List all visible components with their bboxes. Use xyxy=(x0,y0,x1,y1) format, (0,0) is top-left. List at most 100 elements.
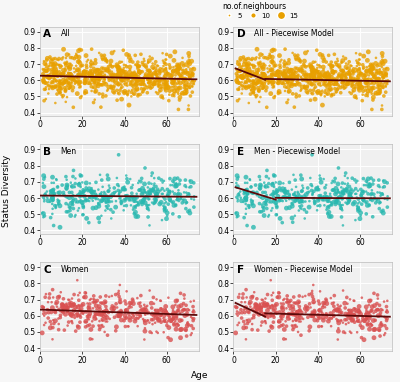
Point xyxy=(140,78,146,84)
Point xyxy=(83,318,89,324)
Point xyxy=(168,76,175,82)
Point xyxy=(151,79,158,85)
Point xyxy=(329,77,335,83)
Point xyxy=(131,81,138,87)
Point xyxy=(274,69,280,75)
Point xyxy=(137,81,144,87)
Point xyxy=(190,71,196,77)
Point xyxy=(68,299,74,306)
Point xyxy=(99,300,105,306)
Point xyxy=(303,209,310,215)
Point xyxy=(115,90,121,96)
Point xyxy=(170,77,177,83)
Point xyxy=(260,300,266,306)
Point xyxy=(145,75,152,81)
Point xyxy=(180,69,187,75)
Point xyxy=(280,180,286,186)
Point xyxy=(281,63,288,70)
Point xyxy=(293,55,299,61)
Point xyxy=(71,69,78,75)
Point xyxy=(269,205,276,211)
Point xyxy=(285,297,291,303)
Point xyxy=(307,97,314,103)
Point xyxy=(290,311,296,317)
Point xyxy=(376,302,383,308)
Point xyxy=(40,210,46,217)
Point xyxy=(282,81,288,87)
Point xyxy=(40,71,46,77)
Point xyxy=(122,307,129,313)
Point xyxy=(274,190,280,196)
Point xyxy=(136,187,142,193)
Point xyxy=(97,324,104,330)
Point xyxy=(323,82,329,88)
Point xyxy=(41,196,48,202)
Point xyxy=(340,189,346,196)
Point xyxy=(320,176,327,182)
Point xyxy=(74,91,80,97)
Point xyxy=(164,70,170,76)
Point xyxy=(319,52,326,58)
Point xyxy=(277,58,284,65)
Point xyxy=(355,309,361,316)
Point xyxy=(260,303,266,309)
Point xyxy=(316,186,322,193)
Point xyxy=(77,69,83,75)
Point xyxy=(292,300,299,306)
Point xyxy=(302,71,308,77)
Point xyxy=(362,87,368,93)
Point xyxy=(356,65,363,71)
Point xyxy=(162,196,168,202)
Point xyxy=(70,197,76,204)
Point xyxy=(335,195,341,201)
Point xyxy=(136,63,142,70)
Point xyxy=(186,207,193,214)
Point xyxy=(336,304,342,311)
Point xyxy=(250,79,256,85)
Point xyxy=(92,60,98,66)
Point xyxy=(272,180,279,186)
Point xyxy=(141,86,148,92)
Point xyxy=(152,70,158,76)
Point xyxy=(88,188,94,194)
Point xyxy=(80,187,86,193)
Point xyxy=(60,303,66,309)
Point xyxy=(237,73,244,79)
Point xyxy=(99,82,106,88)
Point xyxy=(289,215,295,221)
Point xyxy=(336,308,342,314)
Point xyxy=(41,322,47,328)
Point xyxy=(266,328,272,334)
Point xyxy=(153,191,160,197)
Point xyxy=(268,91,274,97)
Point xyxy=(380,74,386,80)
Point xyxy=(334,195,340,201)
Point xyxy=(310,313,316,319)
Point xyxy=(100,309,107,316)
Point xyxy=(302,69,308,75)
Point xyxy=(262,318,268,324)
Point xyxy=(132,52,138,58)
Point xyxy=(186,53,192,59)
Point xyxy=(287,67,293,73)
Point xyxy=(177,335,184,341)
Point xyxy=(65,297,72,303)
Point xyxy=(142,312,148,318)
Point xyxy=(374,292,381,298)
Point xyxy=(145,59,151,65)
Point xyxy=(272,189,278,196)
Point xyxy=(95,311,102,317)
Point xyxy=(323,298,330,304)
Point xyxy=(57,224,63,230)
Point xyxy=(375,312,382,319)
Point xyxy=(250,224,257,230)
Point xyxy=(251,70,257,76)
Point xyxy=(369,191,375,197)
Point xyxy=(240,291,246,297)
Point xyxy=(298,308,304,314)
Point xyxy=(42,320,49,326)
Point xyxy=(293,317,299,324)
Point xyxy=(375,75,382,81)
Point xyxy=(136,68,142,74)
Point xyxy=(50,73,56,79)
